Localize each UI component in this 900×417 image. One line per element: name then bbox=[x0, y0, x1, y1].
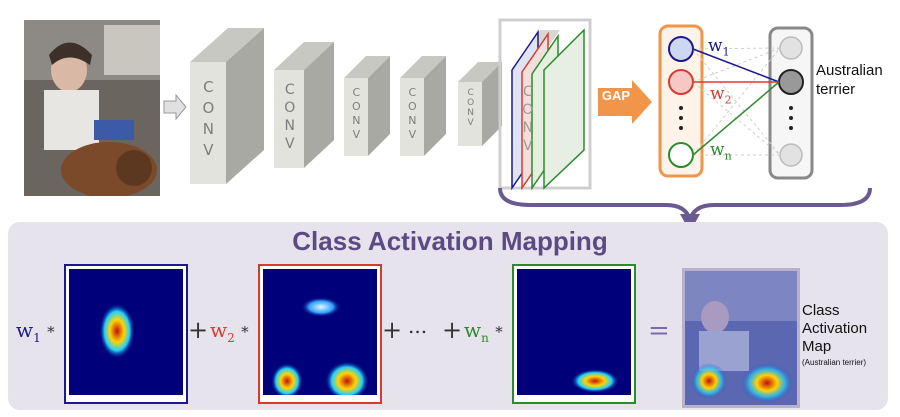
conv-label-2: CONV bbox=[281, 82, 298, 154]
gap-arrow bbox=[598, 80, 652, 124]
feature-map-n bbox=[512, 264, 636, 404]
conv-block-2 bbox=[274, 42, 334, 168]
conv-label-4: CONV bbox=[405, 86, 419, 142]
plus-3: + bbox=[442, 316, 463, 344]
ellipsis: ... bbox=[408, 314, 428, 338]
conv-block-3 bbox=[344, 56, 390, 156]
w1-factor: w1 * bbox=[16, 318, 55, 345]
conv-block-4 bbox=[400, 56, 446, 156]
wn-label: wn bbox=[710, 140, 732, 163]
cam-output-label: Class Activation Map (Australian terrier… bbox=[802, 302, 894, 368]
wn-factor: wn * bbox=[464, 318, 503, 345]
w2-factor: w2 * bbox=[210, 318, 249, 345]
gap-node-n bbox=[668, 142, 694, 168]
gap-node-1 bbox=[668, 36, 694, 62]
input-arrow-icon bbox=[163, 93, 187, 121]
conv-label-1: CONV bbox=[199, 78, 218, 162]
w1-connection bbox=[692, 48, 780, 83]
feature-map-2 bbox=[258, 264, 382, 404]
output-class-label: Australian terrier bbox=[816, 62, 883, 98]
input-photo bbox=[24, 20, 160, 196]
gap-label: GAP bbox=[601, 88, 631, 103]
conv-block-5 bbox=[458, 62, 502, 146]
faint-connections bbox=[692, 47, 781, 156]
conv-block-1 bbox=[190, 28, 264, 184]
output-vector-box bbox=[768, 26, 814, 180]
cam-title: Class Activation Mapping bbox=[292, 226, 608, 256]
wn-connection bbox=[692, 81, 780, 156]
last-conv-feature-maps bbox=[498, 18, 592, 191]
plus-2: + bbox=[382, 316, 403, 344]
w1-label: w1 bbox=[708, 36, 730, 59]
output-node-active bbox=[778, 69, 804, 95]
cam-output-sublabel: (Australian terrier) bbox=[802, 358, 867, 367]
conv-label-3: CONV bbox=[349, 86, 363, 142]
gap-vector-box bbox=[658, 24, 704, 178]
plus-1: + bbox=[188, 316, 209, 344]
feature-map-1 bbox=[64, 264, 188, 404]
gap-node-2 bbox=[668, 69, 694, 95]
w2-label: w2 bbox=[710, 84, 732, 107]
conv-label-6: CONV bbox=[519, 84, 536, 156]
equals: = bbox=[648, 316, 670, 346]
class-activation-map bbox=[682, 268, 800, 408]
conv-label-5: CONV bbox=[465, 88, 476, 128]
